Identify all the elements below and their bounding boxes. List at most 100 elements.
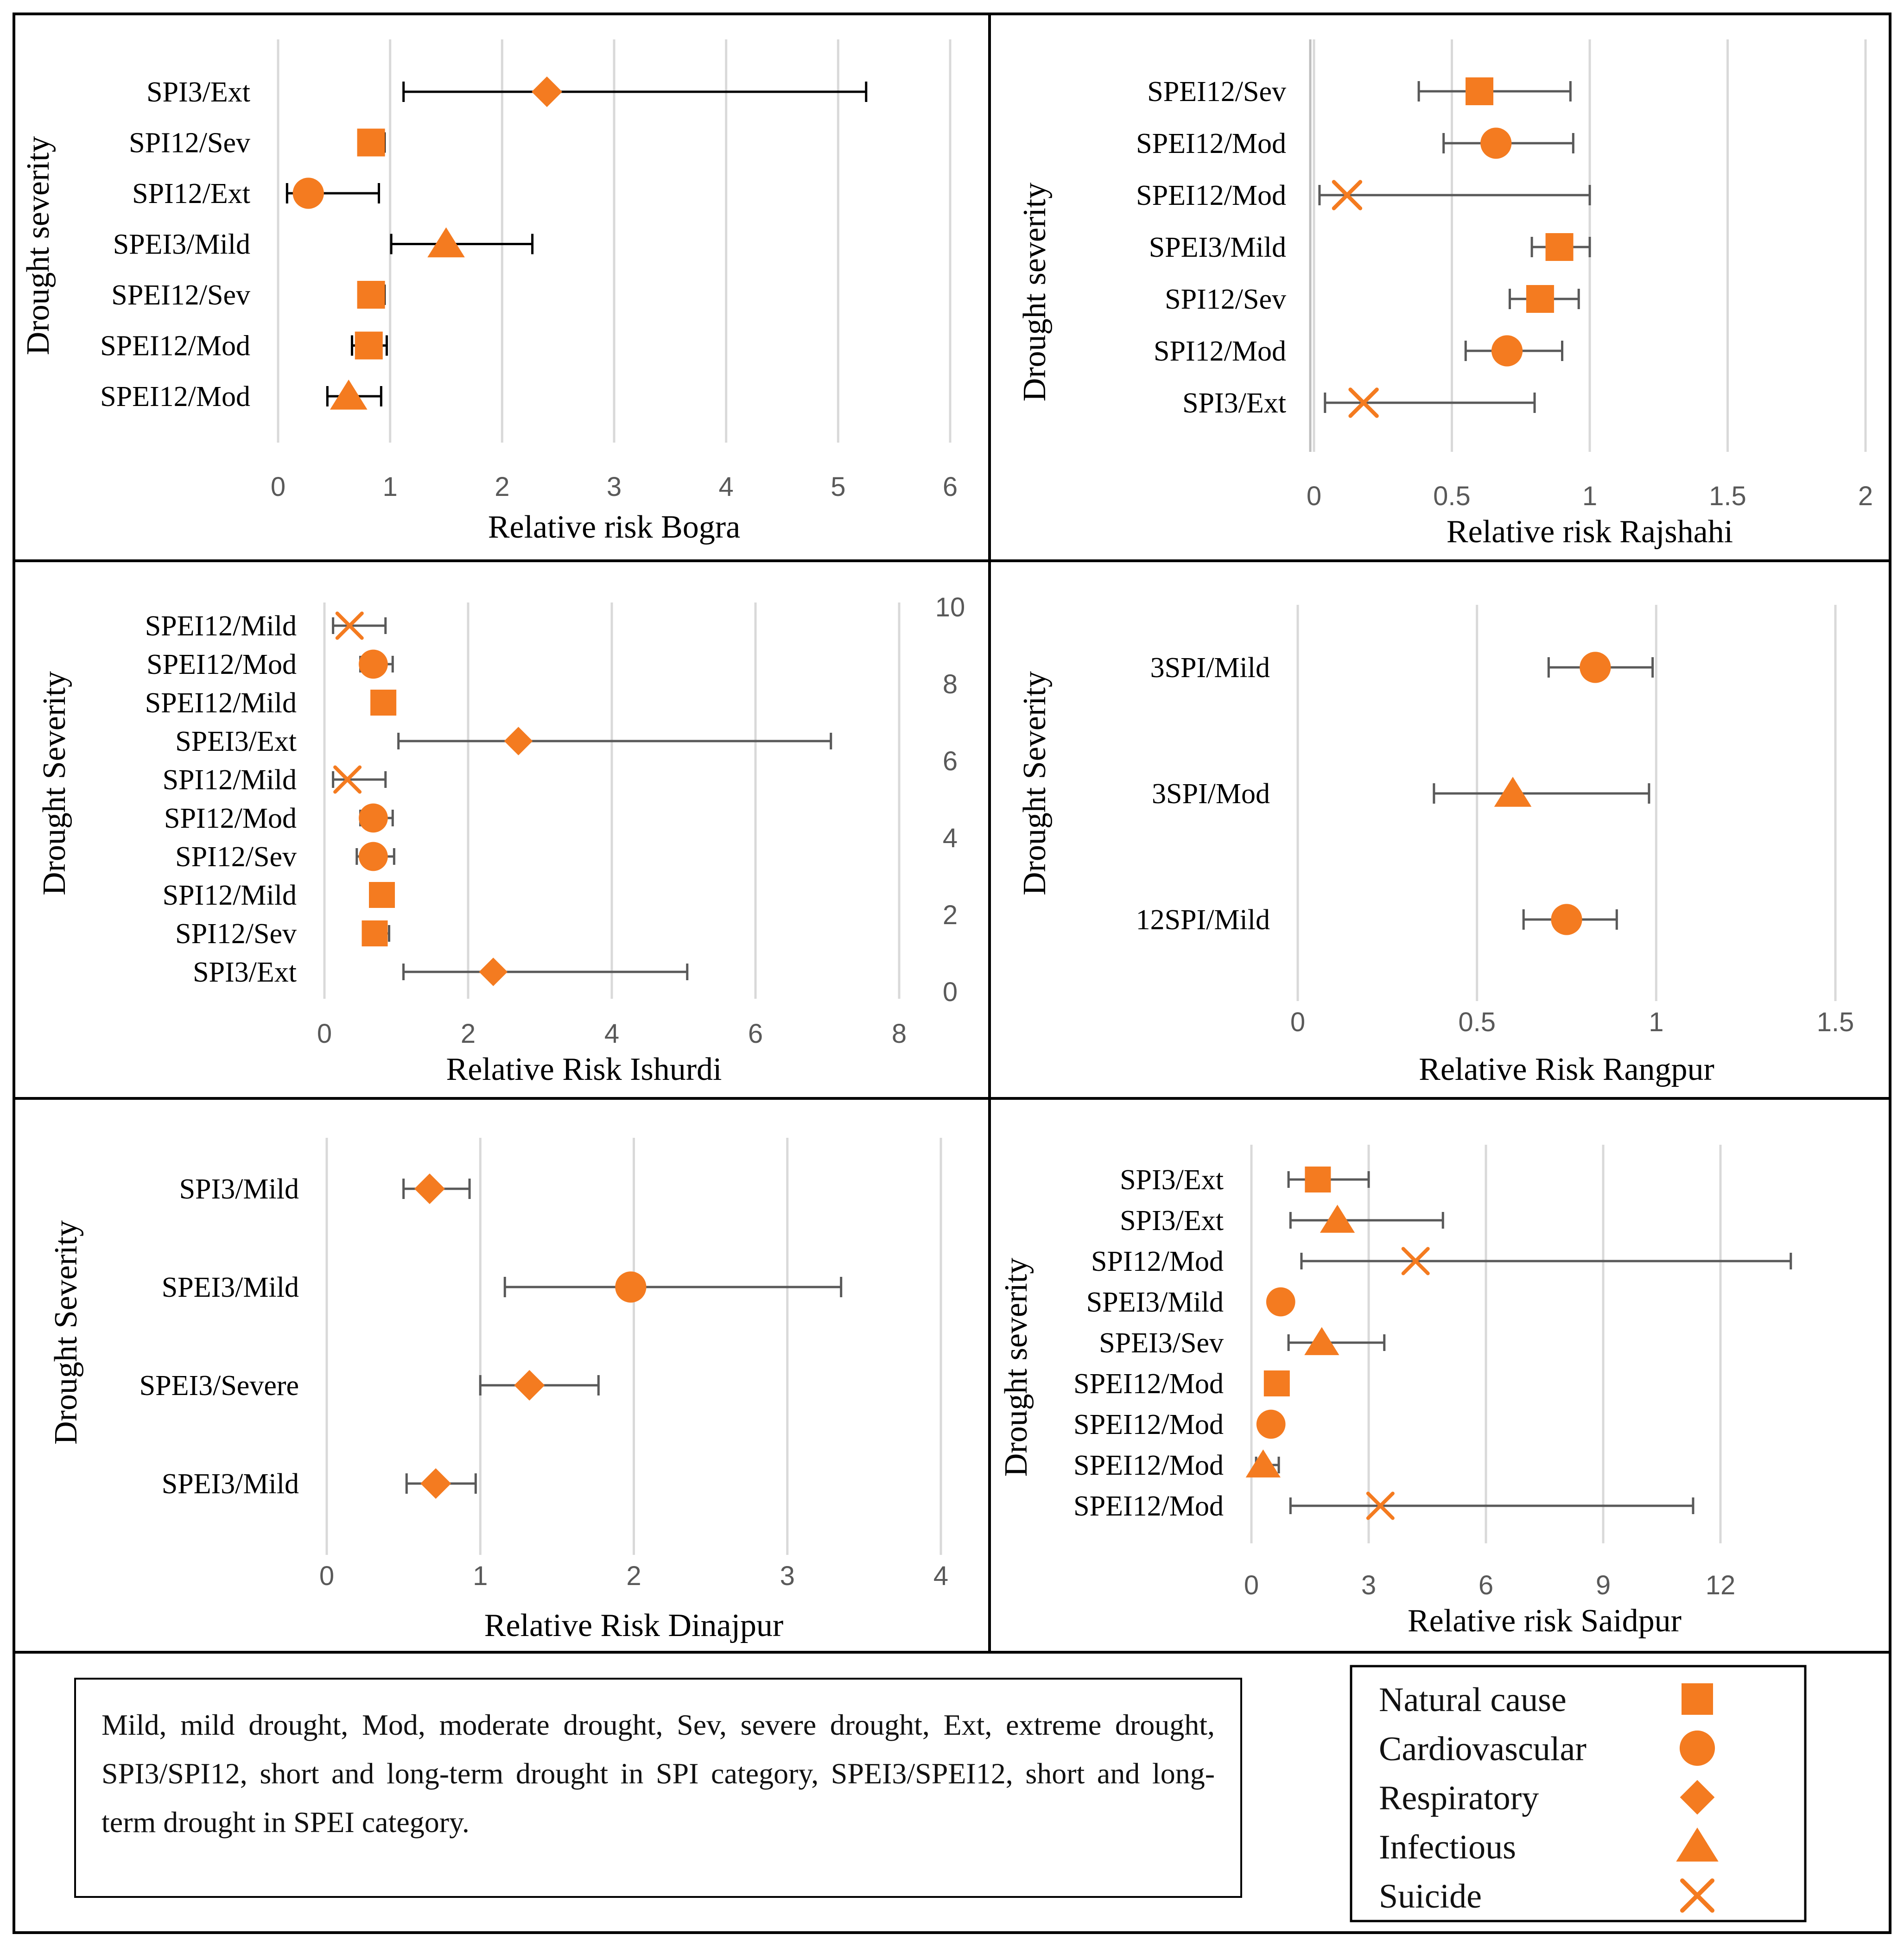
data-point-circle	[359, 649, 388, 679]
category-label: SPI12/Mild	[163, 764, 297, 796]
y-axis-title: Drought Severity	[37, 671, 72, 895]
legend-diamond-icon	[1680, 1780, 1715, 1815]
data-point-square	[355, 331, 383, 360]
legend-label: Suicide	[1379, 1877, 1482, 1915]
category-label: SPEI12/Mod	[1073, 1368, 1224, 1400]
abbreviation-note: Mild, mild drought, Mod, moderate drough…	[74, 1678, 1242, 1898]
x-tick-label: 3	[607, 472, 622, 502]
legend-triangle-icon	[1676, 1827, 1719, 1862]
x-tick-label: 0	[1244, 1570, 1259, 1600]
data-point-diamond	[514, 1370, 545, 1401]
x-tick-label: 2	[495, 472, 509, 502]
category-label: SPI3/Ext	[193, 957, 297, 988]
legend-box	[1350, 1665, 1807, 1922]
category-label: SPI3/Ext	[1182, 387, 1286, 419]
x-tick-label: 1	[473, 1561, 488, 1591]
data-point-x	[333, 765, 362, 794]
data-point-triangle	[427, 227, 465, 258]
category-label: SPI12/Mod	[164, 803, 297, 834]
y2-tick-label: 4	[943, 823, 958, 853]
x-tick-label: 6	[748, 1019, 763, 1049]
x-tick-label: 0.5	[1433, 481, 1471, 511]
category-label: SPEI12/Mod	[146, 649, 297, 680]
x-axis-title: Relative risk Saidpur	[1408, 1603, 1682, 1639]
x-tick-label: 0.5	[1458, 1007, 1496, 1037]
data-point-x-stroke-b	[1366, 1491, 1395, 1520]
data-point-square	[1466, 77, 1493, 105]
legend-circle-icon	[1679, 1730, 1715, 1766]
y2-tick-label: 6	[943, 746, 958, 776]
data-point-circle	[615, 1271, 647, 1303]
x-tick-label: 12	[1706, 1570, 1736, 1600]
x-tick-label: 4	[933, 1561, 948, 1591]
chart-panel-1: 0 1 2 3 4 5 6 SPI3/Ext SPI12/Sev SPI12/Ext SPEI3/M…	[20, 39, 958, 545]
y2-tick-label: 8	[943, 669, 958, 699]
x-tick-label: 0	[317, 1019, 332, 1049]
x-tick-label: 5	[831, 472, 845, 502]
x-tick-label: 6	[1479, 1570, 1493, 1600]
data-point-x-stroke-b	[333, 765, 362, 794]
x-tick-label: 6	[943, 472, 958, 502]
category-label: SPEI3/Ext	[175, 726, 297, 757]
chart-panel-6: 0 3 6 9 12 SPI3/Ext SPI3/Ext SPI12/Mod SPEI3/Mil…	[998, 1145, 1792, 1639]
data-point-square	[369, 882, 395, 908]
category-label: SPI12/Sev	[175, 841, 297, 873]
x-axis-title: Relative risk Rajshahi	[1447, 514, 1733, 550]
x-tick-label: 4	[604, 1019, 619, 1049]
category-label: SPI3/Ext	[1120, 1164, 1224, 1196]
category-label: SPEI12/Mod	[100, 381, 250, 412]
category-label: SPEI12/Mod	[1073, 1450, 1224, 1481]
y-axis-title: Drought severity	[998, 1258, 1034, 1477]
category-label: SPEI12/Mod	[1073, 1409, 1224, 1440]
data-point-triangle	[1304, 1327, 1339, 1355]
category-label: SPI12/Mod	[1091, 1246, 1224, 1277]
category-label: SPI12/Mild	[163, 880, 297, 911]
data-point-x-stroke-b	[1348, 387, 1379, 418]
x-tick-label: 2	[461, 1019, 476, 1049]
y-axis-title: Drought severity	[20, 136, 56, 355]
category-label: SPEI3/Mild	[162, 1468, 299, 1500]
chart-panel-3: 0 2 4 6 8 0 2 4 6 8 10 SPEI12/Mild SPEI12/Mod SPEI12/…	[37, 592, 965, 1087]
data-point-x	[1332, 180, 1363, 210]
data-point-diamond	[420, 1468, 451, 1499]
x-axis-title: Relative Risk Rangpur	[1419, 1052, 1714, 1087]
data-point-square	[1545, 233, 1574, 261]
category-label: SPEI3/Mild	[162, 1272, 299, 1303]
x-tick-label: 9	[1596, 1570, 1611, 1600]
data-point-x-stroke-b	[1401, 1247, 1430, 1275]
data-point-circle	[292, 178, 324, 209]
data-point-circle	[359, 803, 388, 833]
x-tick-label: 1.5	[1817, 1007, 1854, 1037]
legend-label: Infectious	[1379, 1828, 1516, 1866]
outer-frame	[13, 13, 1891, 1934]
category-label: SPEI12/Sev	[1147, 76, 1286, 108]
data-point-diamond	[414, 1173, 445, 1204]
category-label: 3SPI/Mod	[1152, 778, 1270, 810]
data-point-triangle	[1320, 1205, 1355, 1233]
x-tick-label: 1.5	[1709, 481, 1746, 511]
data-point-x-stroke-b	[1332, 180, 1363, 210]
data-point-x	[1348, 387, 1379, 418]
legend: Natural cause Cardiovascular Respiratory In…	[1350, 1665, 1807, 1922]
data-point-square	[1526, 285, 1554, 313]
chart-panel-4: 0 0.5 1 1.5 3SPI/Mild 3SPI/Mod 12SPI/Mild Relat…	[1017, 605, 1854, 1087]
data-point-triangle	[1494, 777, 1532, 807]
category-label: SPEI12/Mod	[1136, 128, 1286, 159]
data-point-circle	[359, 842, 388, 871]
data-point-diamond	[532, 76, 562, 107]
data-point-square	[1263, 1370, 1290, 1396]
x-tick-label: 2	[1858, 481, 1873, 511]
category-label: SPEI12/Mild	[145, 610, 297, 642]
y-axis-title: Drought Severity	[1017, 671, 1053, 895]
y-axis-title: Drought severity	[1017, 183, 1053, 401]
data-point-diamond	[504, 727, 533, 755]
category-label: SPEI12/Mod	[100, 330, 250, 362]
data-point-x	[1366, 1491, 1395, 1520]
legend-label: Cardiovascular	[1379, 1730, 1587, 1768]
x-tick-label: 3	[780, 1561, 795, 1591]
legend-x-icon-stroke-b	[1680, 1878, 1715, 1913]
data-point-diamond	[479, 958, 508, 986]
data-point-triangle	[330, 380, 368, 410]
category-label: SPI12/Ext	[132, 178, 250, 209]
category-label: SPEI3/Severe	[140, 1370, 299, 1402]
